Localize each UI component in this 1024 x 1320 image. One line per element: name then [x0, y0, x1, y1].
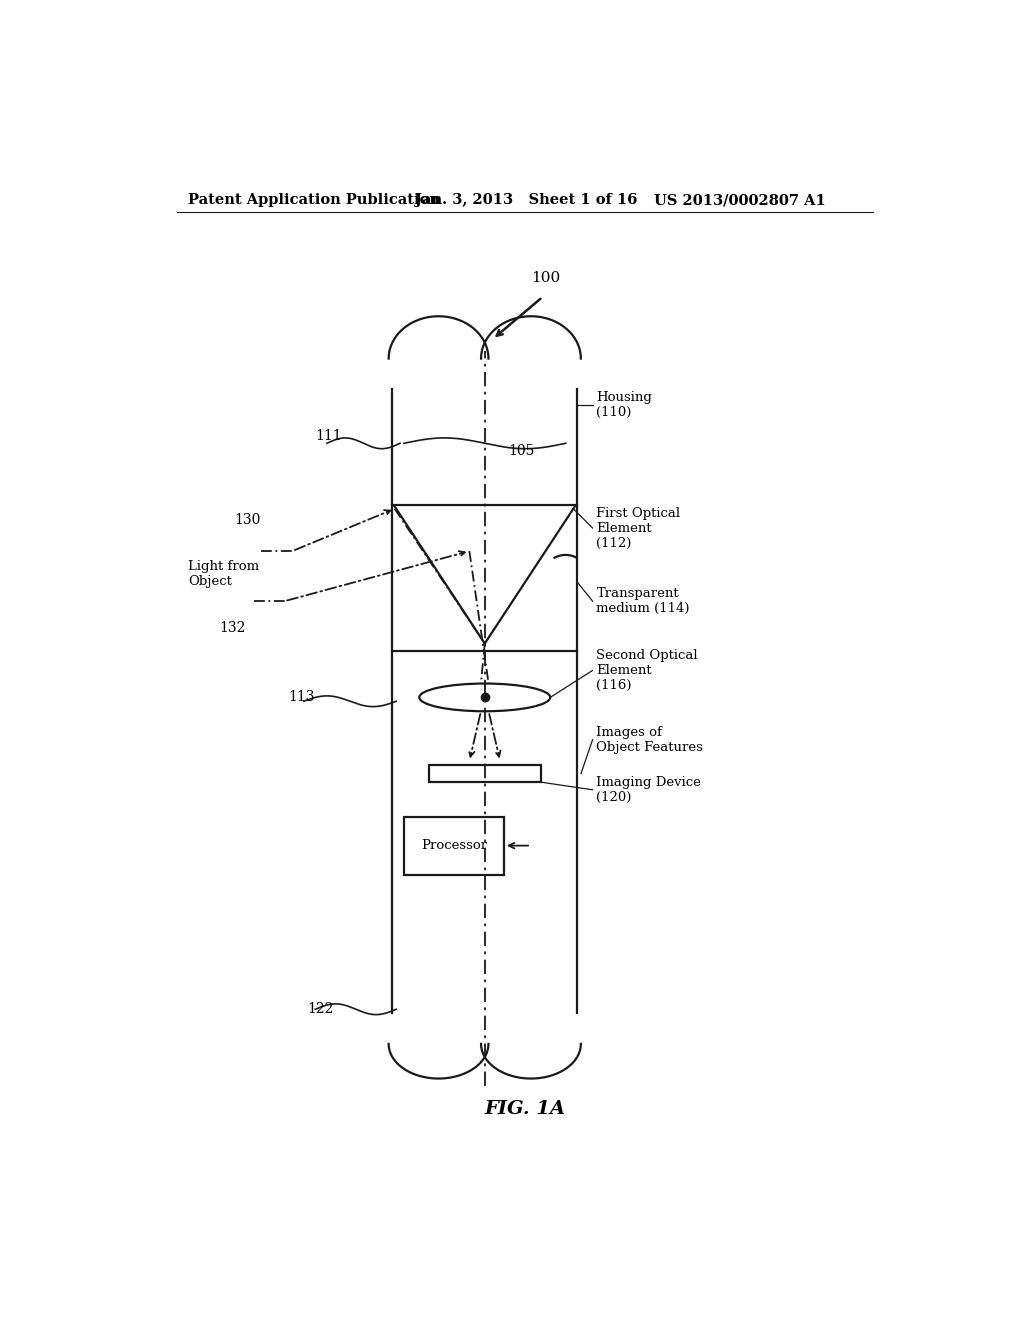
Text: Second Optical
Element
(116): Second Optical Element (116)	[596, 649, 698, 692]
Text: 130: 130	[234, 513, 261, 527]
Text: Images of
Object Features: Images of Object Features	[596, 726, 703, 754]
Bar	[403, 817, 504, 875]
Text: 113: 113	[289, 690, 315, 705]
Bar	[429, 766, 541, 781]
Text: 132: 132	[219, 622, 246, 635]
Text: Imaging Device
(120): Imaging Device (120)	[596, 776, 701, 804]
Text: Jan. 3, 2013   Sheet 1 of 16: Jan. 3, 2013 Sheet 1 of 16	[416, 193, 638, 207]
Text: 111: 111	[315, 429, 342, 442]
Text: Transparent
medium (114): Transparent medium (114)	[596, 587, 690, 615]
Text: Light from
Object: Light from Object	[188, 560, 259, 589]
Text: 105: 105	[508, 444, 535, 458]
Text: US 2013/0002807 A1: US 2013/0002807 A1	[654, 193, 826, 207]
Text: 122: 122	[307, 1002, 334, 1016]
Text: Processor: Processor	[421, 840, 487, 853]
Text: Housing
(110): Housing (110)	[596, 391, 652, 418]
Text: FIG. 1A: FIG. 1A	[484, 1101, 565, 1118]
Text: 100: 100	[531, 272, 560, 285]
Text: Patent Application Publication: Patent Application Publication	[188, 193, 440, 207]
Text: First Optical
Element
(112): First Optical Element (112)	[596, 507, 681, 549]
